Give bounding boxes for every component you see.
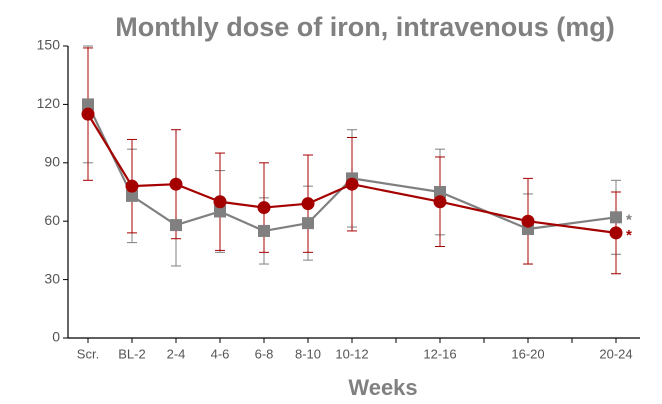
- marker: [257, 201, 271, 215]
- x-tick-label: 16-20: [511, 346, 544, 361]
- annotation: *: [626, 227, 632, 244]
- line-segment: [439, 200, 529, 223]
- line-segment: [219, 210, 265, 232]
- line-segment: [527, 216, 617, 231]
- y-tick-label: 30: [44, 270, 60, 286]
- marker: [301, 197, 315, 211]
- marker: [258, 224, 270, 237]
- marker: [82, 98, 94, 111]
- marker: [433, 195, 447, 209]
- chart-title: Monthly dose of iron, intravenous (mg): [115, 12, 615, 42]
- x-tick-label: 6-8: [255, 346, 274, 361]
- y-tick-label: 0: [52, 329, 60, 345]
- marker: [434, 186, 446, 198]
- x-tick-label: BL-2: [118, 346, 145, 361]
- line-segment: [87, 113, 133, 187]
- marker: [345, 177, 359, 191]
- marker: [214, 205, 226, 218]
- x-tick-label: 12-16: [423, 346, 456, 361]
- line-segment: [219, 200, 265, 209]
- line-segment: [351, 183, 441, 203]
- line-segment: [307, 183, 353, 205]
- x-tick-label: 2-4: [167, 346, 186, 361]
- line-segment: [131, 194, 177, 227]
- marker: [81, 107, 95, 121]
- line-segment: [175, 183, 221, 203]
- annotation: *: [626, 211, 632, 228]
- line-segment: [263, 222, 309, 233]
- marker: [609, 226, 623, 240]
- y-tick-label: 120: [37, 95, 61, 111]
- marker: [521, 214, 535, 228]
- y-tick-label: 150: [37, 37, 61, 53]
- marker: [213, 195, 227, 209]
- x-tick-label: 4-6: [211, 346, 230, 361]
- x-tick-label: 10-12: [335, 346, 368, 361]
- x-tick-label: 20-24: [599, 346, 632, 361]
- x-axis-label: Weeks: [348, 375, 417, 400]
- marker: [125, 179, 139, 193]
- line-segment: [131, 183, 177, 188]
- line-segment: [263, 202, 309, 209]
- line-segment: [175, 210, 221, 227]
- line-segment: [351, 177, 441, 194]
- marker: [610, 211, 622, 224]
- y-tick-label: 60: [44, 212, 60, 228]
- line-segment: [307, 177, 353, 224]
- y-tick-label: 90: [44, 154, 60, 170]
- marker: [169, 177, 183, 191]
- x-tick-label: Scr.: [77, 346, 99, 361]
- marker: [126, 189, 138, 202]
- marker: [302, 217, 314, 230]
- line-segment: [527, 220, 617, 234]
- x-tick-label: 8-10: [295, 346, 321, 361]
- marker: [170, 219, 182, 232]
